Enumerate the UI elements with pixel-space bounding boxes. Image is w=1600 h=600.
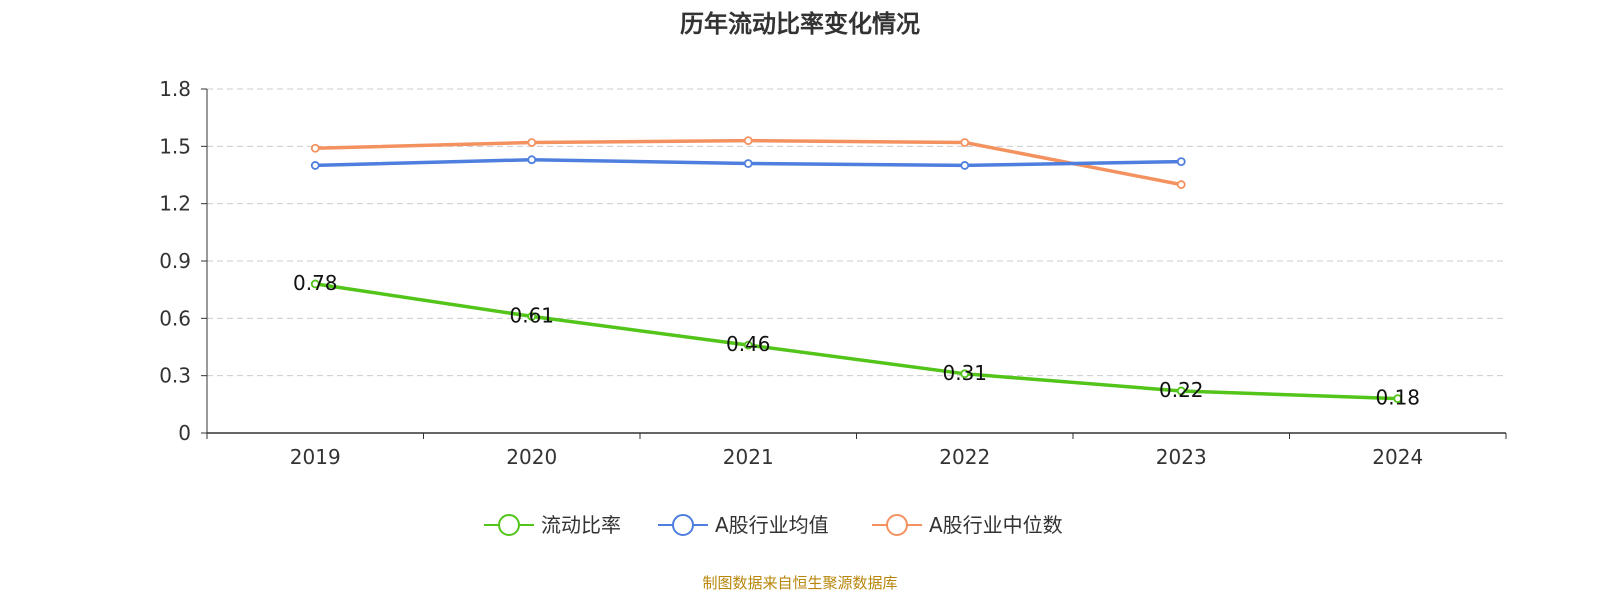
x-tick-label: 2021 <box>723 445 774 469</box>
grid-lines <box>207 88 1506 377</box>
data-label: 0.31 <box>942 361 987 385</box>
data-labels: 0.78 0.61 0.46 0.31 0.22 0.18 <box>293 271 1420 410</box>
data-point[interactable] <box>743 159 753 168</box>
data-point[interactable] <box>743 136 753 146</box>
x-tick-label: 2023 <box>1156 445 1207 469</box>
y-tick-label: 1.2 <box>159 192 191 216</box>
series-line-0 <box>315 282 1398 401</box>
data-label: 0.78 <box>293 271 338 295</box>
data-point[interactable] <box>1393 394 1403 404</box>
legend-item-2[interactable]: A股行业中位数 <box>872 513 1063 537</box>
data-point[interactable] <box>527 155 537 165</box>
data-point[interactable] <box>743 340 753 350</box>
x-tick-label: 2022 <box>939 445 990 469</box>
legend-item-1[interactable]: A股行业均值 <box>658 513 829 537</box>
axes: 0 0.3 0.6 0.9 1.2 1.5 1.8 2019 2020 2021 2022 2023 2… <box>159 77 1507 469</box>
x-tick-label: 2019 <box>290 445 341 469</box>
y-tick-label: 0.3 <box>159 364 191 388</box>
legend-marker <box>672 514 694 536</box>
data-label: 0.18 <box>1375 386 1420 410</box>
chart-title: 历年流动比率变化情况 <box>680 10 920 38</box>
source-note: 制图数据来自恒生聚源数据库 <box>702 574 897 592</box>
legend-label: 流动比率 <box>541 513 621 537</box>
data-point[interactable] <box>1176 386 1186 396</box>
data-point[interactable] <box>310 143 320 153</box>
data-point[interactable] <box>1176 180 1186 189</box>
data-point[interactable] <box>960 161 970 170</box>
data-point[interactable] <box>527 312 537 321</box>
legend-item-0[interactable]: 流动比率 <box>484 513 621 537</box>
data-point[interactable] <box>310 161 320 170</box>
data-point[interactable] <box>960 369 970 379</box>
y-tick-label: 1.8 <box>159 77 191 101</box>
legend-marker <box>498 514 520 536</box>
legend[interactable]: 流动比率 A股行业均值 A股行业中位数 <box>484 513 1063 537</box>
data-point[interactable] <box>1176 157 1186 167</box>
data-point[interactable] <box>310 279 320 289</box>
data-label: 0.22 <box>1159 378 1204 402</box>
x-tick-label: 2020 <box>506 445 557 469</box>
y-tick-label: 0.9 <box>159 249 191 273</box>
y-tick-label: 0.6 <box>159 306 191 330</box>
legend-label: A股行业中位数 <box>929 513 1063 537</box>
y-tick-label: 1.5 <box>159 134 191 158</box>
legend-marker <box>886 514 908 536</box>
data-point[interactable] <box>960 138 970 147</box>
y-tick-label: 0 <box>178 421 191 445</box>
legend-label: A股行业均值 <box>715 513 829 537</box>
x-tick-label: 2024 <box>1372 445 1423 469</box>
data-point[interactable] <box>527 138 537 147</box>
series-lines <box>310 136 1403 404</box>
data-label: 0.46 <box>726 332 771 356</box>
data-label: 0.61 <box>509 303 554 327</box>
